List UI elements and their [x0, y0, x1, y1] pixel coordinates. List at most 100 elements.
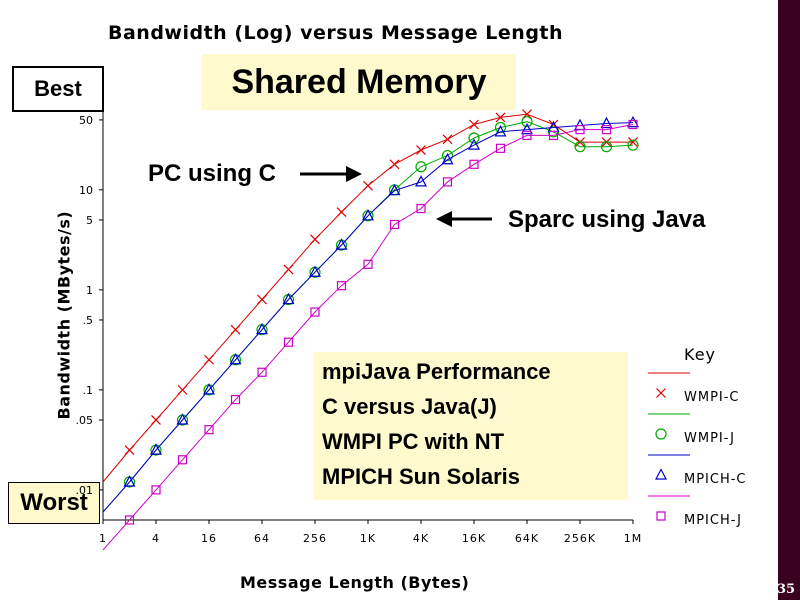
point-marker-square: [151, 485, 161, 495]
point-marker-triangle: [203, 383, 215, 395]
legend-item-mpich-c: MPICH-C: [684, 472, 747, 487]
x-tick-label: 1M: [624, 532, 643, 545]
perf-line-2: C versus Java(J): [322, 394, 497, 419]
sparc-annotation: Sparc using Java: [508, 206, 706, 233]
series-line: [102, 122, 634, 513]
point-marker-triangle: [415, 175, 427, 187]
x-tick-label: 64K: [515, 532, 539, 545]
point-marker-x: [442, 134, 453, 145]
annotation-arrows: [300, 166, 492, 227]
x-axis-label: Message Length (Bytes): [240, 573, 470, 592]
point-marker-square: [283, 337, 294, 347]
perf-line-1: mpiJava Performance: [322, 359, 551, 384]
point-marker-square: [336, 281, 347, 291]
point-marker-x: [469, 119, 479, 130]
point-marker-triangle: [229, 352, 242, 365]
y-tick-label: 1: [86, 284, 93, 297]
point-marker-triangle: [388, 183, 401, 196]
x-tick-label: 4K: [413, 532, 429, 545]
arrow-right-head: [346, 166, 362, 182]
y-tick-label: 5: [86, 214, 93, 227]
point-marker-square: [204, 425, 214, 435]
point-marker-square: [389, 219, 400, 230]
series-mpich-c: [102, 115, 639, 513]
point-marker-square: [575, 125, 585, 135]
point-marker-x: [656, 388, 666, 398]
legend-item-mpich-j: MPICH-J: [684, 513, 742, 528]
point-marker-square: [310, 307, 320, 317]
point-marker-circle: [574, 141, 586, 153]
y-tick-label: 10: [79, 184, 93, 197]
point-marker-triangle: [627, 115, 639, 128]
legend-title: Key: [684, 345, 716, 364]
perf-line-4: MPICH Sun Solaris: [322, 464, 521, 489]
y-tick-label: .5: [83, 314, 94, 327]
point-marker-circle: [655, 428, 667, 440]
point-marker-x: [124, 445, 135, 456]
point-marker-x: [151, 415, 161, 425]
point-marker-circle: [600, 141, 613, 153]
point-marker-circle: [415, 161, 427, 173]
point-marker-x: [310, 234, 320, 245]
point-marker-x: [389, 159, 400, 170]
point-marker-triangle: [282, 292, 295, 305]
point-marker-triangle: [335, 238, 348, 250]
shared-memory-label: Shared Memory: [202, 54, 516, 110]
point-marker-x: [257, 294, 267, 305]
perf-line-3: WMPI PC with NT: [322, 429, 505, 454]
point-marker-square: [601, 125, 612, 135]
point-marker-square: [522, 130, 532, 141]
point-marker-triangle: [256, 322, 268, 335]
point-marker-square: [416, 203, 426, 214]
point-marker-triangle: [494, 125, 507, 137]
y-tick-label: .05: [76, 414, 94, 427]
point-marker-square: [257, 367, 267, 377]
point-marker-square: [628, 119, 638, 130]
point-marker-triangle: [521, 122, 533, 135]
point-marker-x: [416, 145, 426, 155]
point-marker-triangle: [176, 413, 189, 425]
performance-note-box: mpiJava Performance C versus Java(J) WMP…: [314, 352, 628, 500]
point-marker-square: [495, 143, 506, 153]
point-marker-square: [469, 159, 479, 169]
point-marker-square: [656, 511, 666, 521]
chart-axes: 50 10 5 1 .5 .1 .05 .01 1 4 16 64 256 1K 4K 16K 64K 256K 1…: [76, 112, 643, 545]
right-sidebar: [778, 0, 800, 600]
series-mpich-j: [102, 119, 638, 551]
point-marker-circle: [468, 132, 480, 144]
x-tick-label: 256K: [564, 532, 596, 545]
arrow-left-head: [436, 211, 452, 227]
series-wmpi-j: [102, 116, 639, 513]
point-marker-triangle: [655, 468, 667, 480]
point-marker-circle: [441, 149, 454, 162]
point-marker-x: [283, 264, 294, 275]
point-marker-triangle: [362, 209, 374, 221]
y-tick-label: .01: [76, 484, 94, 497]
point-marker-square: [548, 130, 559, 141]
point-marker-square: [442, 177, 453, 187]
y-tick-label: .1: [83, 384, 94, 397]
point-marker-x: [204, 354, 214, 365]
best-label: Best: [12, 66, 104, 112]
point-marker-triangle: [150, 443, 162, 455]
chart-title: Bandwidth (Log) versus Message Length: [108, 22, 564, 44]
legend-item-wmpi-j: WMPI-J: [684, 431, 735, 446]
point-marker-triangle: [309, 265, 321, 277]
point-marker-x: [230, 324, 241, 335]
point-marker-square: [363, 259, 373, 269]
x-tick-label: 4: [152, 532, 160, 545]
point-marker-x: [495, 112, 506, 123]
point-marker-circle: [627, 139, 639, 151]
series-wmpi-c: [102, 109, 638, 483]
point-marker-x: [336, 207, 347, 217]
point-marker-x: [177, 384, 188, 395]
page-number: 35: [776, 582, 796, 597]
point-marker-circle: [521, 116, 533, 128]
point-marker-square: [230, 394, 241, 405]
point-marker-circle: [494, 121, 507, 134]
x-tick-label: 1: [99, 532, 107, 545]
x-tick-label: 64: [254, 532, 270, 545]
x-tick-label: 1K: [360, 532, 376, 545]
series-line: [102, 121, 634, 513]
